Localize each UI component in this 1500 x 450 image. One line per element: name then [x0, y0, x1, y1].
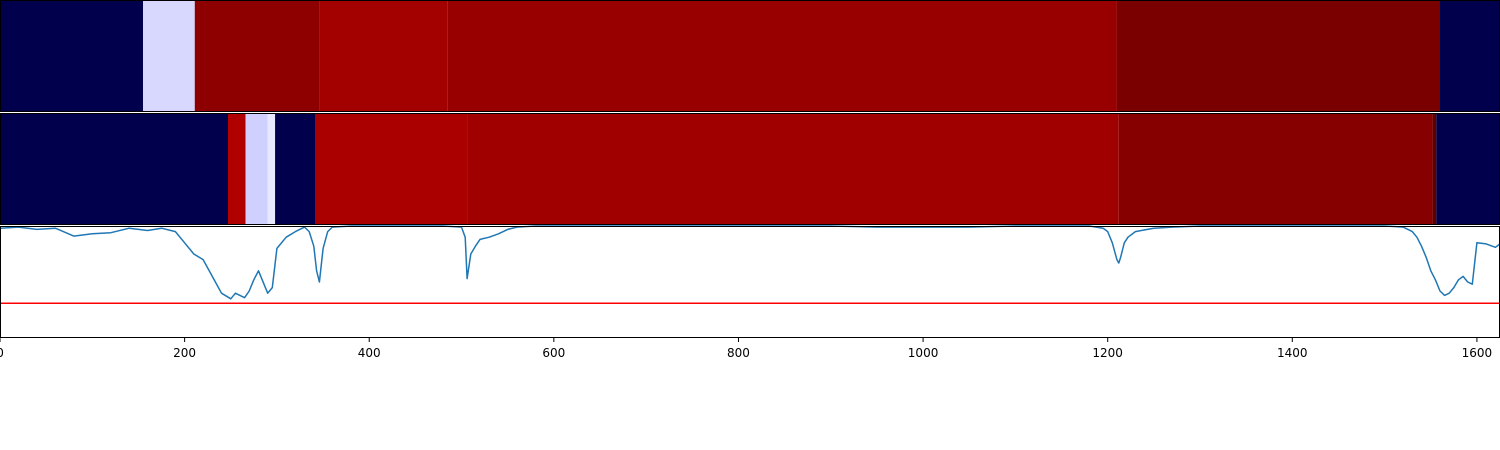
- heatmap-cell: [1440, 0, 1500, 112]
- heatmap-cell: [245, 113, 268, 225]
- heatmap-cell: [1116, 0, 1440, 112]
- heatmap-panel-top: [0, 0, 1500, 112]
- heatmap-cell: [319, 0, 448, 112]
- heatmap-cell: [1432, 113, 1437, 225]
- heatmap-cell: [1436, 113, 1500, 225]
- heatmap-panel-middle: [0, 113, 1500, 225]
- heatmap-cell: [143, 0, 195, 112]
- heatmap-cell: [275, 113, 316, 225]
- heatmap-cell: [228, 113, 246, 225]
- heatmap-cell: [315, 113, 468, 225]
- x-axis: 0 200 400 600 800 1000 1200 1400 1600: [0, 338, 1492, 360]
- series-line: [0, 225, 1500, 300]
- heatmap-cell: [0, 113, 228, 225]
- heatmap-cell: [0, 0, 144, 112]
- plot-background: [0, 226, 1500, 338]
- x-tick-label: 600: [542, 346, 565, 360]
- x-tick-label: 200: [173, 346, 196, 360]
- heatmap-cell: [267, 113, 276, 225]
- heatmap-cell: [194, 0, 320, 112]
- x-tick-label: 400: [358, 346, 381, 360]
- x-tick-label: 800: [727, 346, 750, 360]
- heatmap-cell: [467, 113, 1119, 225]
- x-tick-label: 1400: [1277, 346, 1308, 360]
- heatmap-cell: [447, 0, 1117, 112]
- heatmap-cell: [1118, 113, 1433, 225]
- x-tick-label: 1600: [1462, 346, 1493, 360]
- x-tick-label: 1000: [908, 346, 939, 360]
- line-panel: [0, 225, 1500, 338]
- x-tick-label: 0: [0, 346, 4, 360]
- x-tick-label: 1200: [1092, 346, 1123, 360]
